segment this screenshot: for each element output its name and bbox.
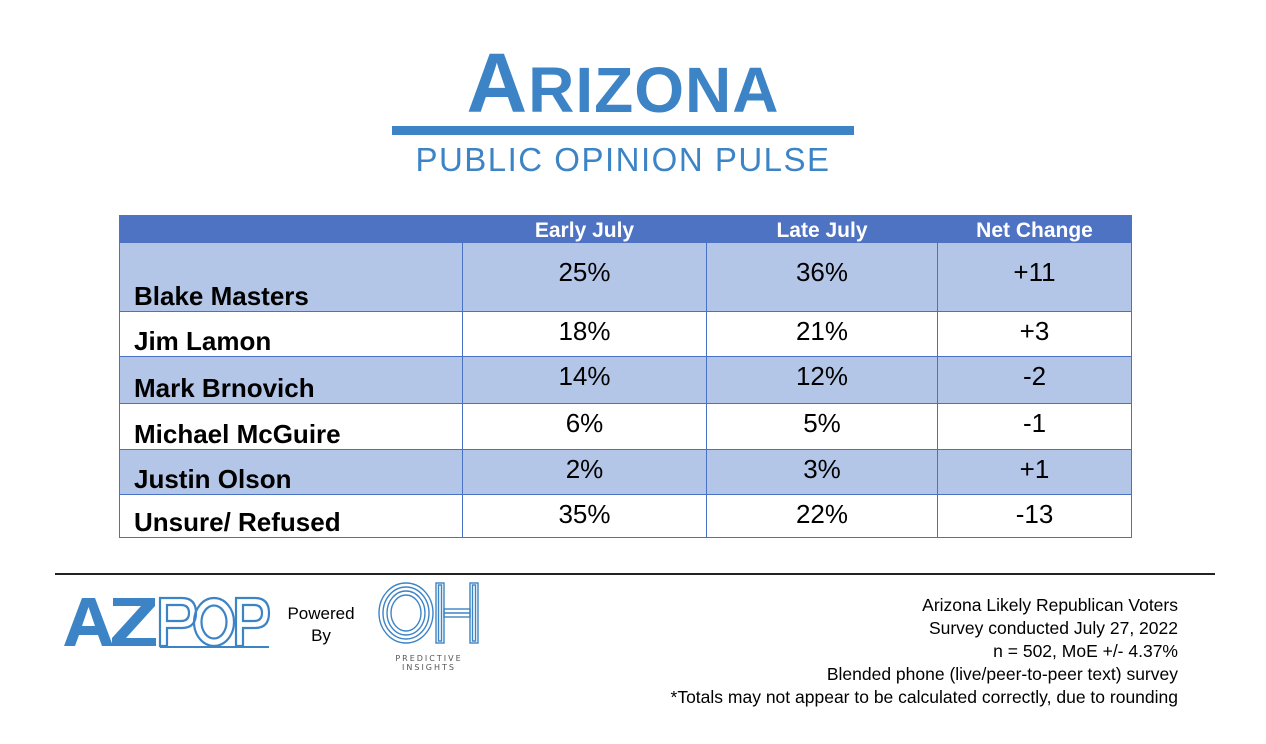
column-header-net-change: Net Change xyxy=(937,215,1132,243)
footer-divider xyxy=(55,573,1215,575)
brand-title-cap: A xyxy=(466,36,529,130)
late-july-value: 21% xyxy=(706,311,938,357)
brand-divider xyxy=(392,126,854,135)
table-row: Justin Olson 2% 3% +1 xyxy=(119,449,1132,495)
late-july-value: 5% xyxy=(706,403,938,450)
net-change-value: -13 xyxy=(937,494,1132,538)
oh-caption-line-1: PREDICTIVE xyxy=(395,654,463,663)
note-rounding: *Totals may not appear to be calculated … xyxy=(670,687,1178,707)
candidate-name: Blake Masters xyxy=(119,242,463,312)
column-header-early-july: Early July xyxy=(462,215,707,243)
candidate-name: Jim Lamon xyxy=(119,311,463,357)
candidate-name: Mark Brnovich xyxy=(119,356,463,404)
brand-title: ARIZONA xyxy=(392,40,854,133)
powered-by-label: Powered By xyxy=(278,603,364,647)
note-survey-date: Survey conducted July 27, 2022 xyxy=(928,618,1178,638)
column-header-late-july: Late July xyxy=(706,215,938,243)
net-change-value: +11 xyxy=(937,242,1132,312)
late-july-value: 36% xyxy=(706,242,938,312)
column-header-candidate xyxy=(119,215,463,243)
late-july-value: 22% xyxy=(706,494,938,538)
early-july-value: 14% xyxy=(462,356,707,404)
note-methodology: Blended phone (live/peer-to-peer text) s… xyxy=(826,664,1178,684)
brand-header: ARIZONA PUBLIC OPINION PULSE xyxy=(392,40,854,180)
oh-caption-line-2: INSIGHTS xyxy=(402,663,456,672)
brand-subtitle: PUBLIC OPINION PULSE xyxy=(415,141,831,178)
survey-notes: Arizona Likely Republican Voters Survey … xyxy=(538,594,1178,709)
late-july-value: 12% xyxy=(706,356,938,404)
table-row: Unsure/ Refused 35% 22% -13 xyxy=(119,494,1132,538)
oh-predictive-insights-logo xyxy=(378,582,479,644)
early-july-value: 18% xyxy=(462,311,707,357)
azpop-logo xyxy=(64,596,271,648)
early-july-value: 25% xyxy=(462,242,707,312)
net-change-value: -1 xyxy=(937,403,1132,450)
note-sample-size: n = 502, MoE +/- 4.37% xyxy=(993,641,1178,661)
oh-logo-caption: PREDICTIVE INSIGHTS xyxy=(376,654,482,672)
early-july-value: 2% xyxy=(462,449,707,495)
late-july-value: 3% xyxy=(706,449,938,495)
candidate-name: Justin Olson xyxy=(119,449,463,495)
table-row: Michael McGuire 6% 5% -1 xyxy=(119,403,1132,450)
candidate-name: Unsure/ Refused xyxy=(119,494,463,538)
table-row: Jim Lamon 18% 21% +3 xyxy=(119,311,1132,357)
poll-results-table: Early July Late July Net Change Blake Ma… xyxy=(119,215,1132,538)
note-population: Arizona Likely Republican Voters xyxy=(922,595,1178,615)
brand-title-rest: RIZONA xyxy=(528,54,780,126)
candidate-name: Michael McGuire xyxy=(119,403,463,450)
powered-by-line-2: By xyxy=(311,626,331,645)
table-row: Blake Masters 25% 36% +11 xyxy=(119,242,1132,312)
net-change-value: +3 xyxy=(937,311,1132,357)
net-change-value: +1 xyxy=(937,449,1132,495)
net-change-value: -2 xyxy=(937,356,1132,404)
table-row: Mark Brnovich 14% 12% -2 xyxy=(119,356,1132,404)
early-july-value: 6% xyxy=(462,403,707,450)
early-july-value: 35% xyxy=(462,494,707,538)
powered-by-line-1: Powered xyxy=(287,604,355,623)
table-header-row: Early July Late July Net Change xyxy=(119,215,1132,243)
